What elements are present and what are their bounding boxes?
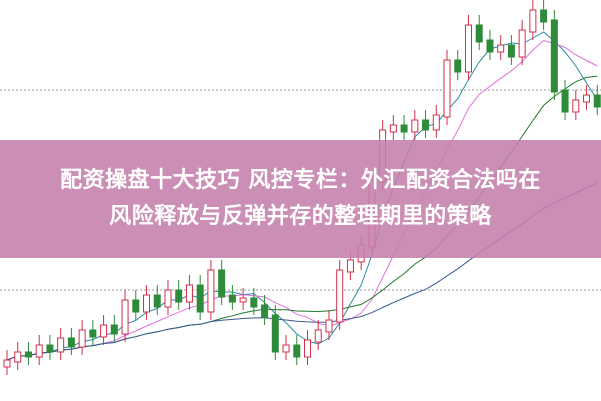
- candle: [228, 294, 236, 303]
- candle: [46, 344, 54, 353]
- candle: [67, 337, 75, 348]
- candle: [325, 319, 333, 333]
- candle: [143, 294, 151, 313]
- candle: [14, 351, 22, 363]
- candle: [185, 284, 193, 303]
- candle: [422, 119, 430, 131]
- candle: [271, 314, 279, 353]
- candle: [507, 44, 515, 58]
- candle: [593, 94, 601, 108]
- candle: [486, 39, 494, 53]
- candle: [464, 24, 472, 73]
- candle: [78, 329, 86, 348]
- title-banner: 配资操盘十大技巧 风控专栏：外汇配资合法吗在 风险释放与反弹并存的整理期里的策略: [0, 140, 601, 258]
- candle: [400, 124, 408, 133]
- candle: [24, 351, 32, 358]
- candle: [518, 29, 526, 58]
- candle: [529, 9, 537, 33]
- candle: [389, 124, 397, 133]
- candle: [207, 269, 215, 313]
- candle: [282, 344, 290, 353]
- candle: [218, 269, 226, 298]
- candle: [3, 359, 11, 368]
- candle: [583, 94, 591, 103]
- candle: [561, 89, 569, 113]
- candle: [132, 299, 140, 313]
- candle: [572, 99, 580, 113]
- candle: [110, 324, 118, 335]
- candle: [100, 324, 108, 338]
- candle: [540, 9, 548, 23]
- candle: [304, 339, 311, 358]
- candle: [239, 297, 247, 303]
- title-line-2: 风险释放与反弹并存的整理期里的策略: [109, 204, 492, 229]
- candle: [432, 114, 440, 131]
- candle: [550, 19, 558, 93]
- candle: [443, 59, 451, 118]
- candle: [261, 304, 269, 318]
- candle: [314, 329, 322, 343]
- candle: [336, 269, 344, 323]
- candle: [411, 119, 419, 133]
- candle: [164, 289, 172, 308]
- candle: [196, 284, 204, 313]
- candle: [346, 259, 354, 273]
- candle: [454, 59, 462, 73]
- candle: [121, 299, 129, 335]
- candle: [89, 329, 97, 338]
- candle: [175, 289, 183, 303]
- candle: [497, 44, 505, 53]
- candle: [153, 294, 161, 308]
- candle: [57, 337, 65, 353]
- candle: [35, 344, 43, 358]
- title-line-1: 配资操盘十大技巧 风控专栏：外汇配资合法吗在: [60, 168, 541, 193]
- candle: [250, 297, 258, 308]
- candle: [475, 24, 483, 43]
- candle: [293, 344, 301, 358]
